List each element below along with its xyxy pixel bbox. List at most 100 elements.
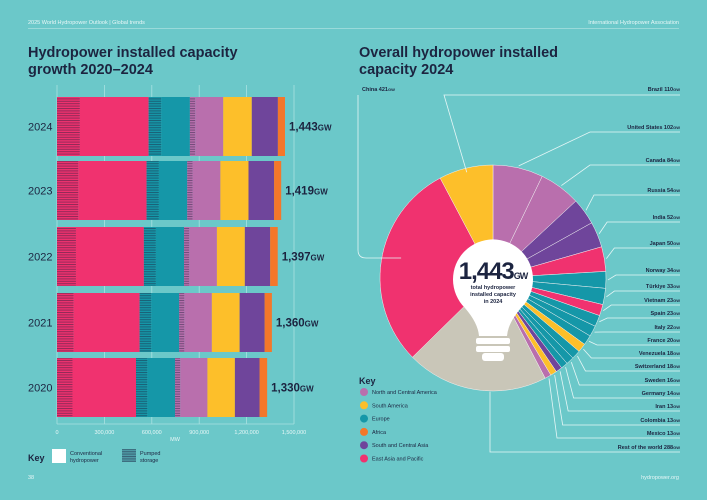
pumped-storage-hatch [57, 227, 76, 286]
bar-total-label: 1,419GW [285, 186, 328, 198]
leader-line [443, 94, 680, 173]
slice-unit: GW [673, 391, 680, 396]
site-url: hydropower.org [641, 475, 679, 481]
slice-unit: GW [673, 404, 680, 409]
key-label-conventional: Conventional [70, 451, 102, 457]
bar-segment-europe-conventional [151, 293, 180, 352]
pumped-storage-hatch [57, 161, 79, 220]
slice-unit: GW [673, 311, 680, 316]
bar-total-label: 1,397GW [282, 252, 325, 264]
slice-unit: GW [673, 268, 680, 273]
key-swatch-pumped-hatch [122, 449, 136, 462]
bar-key-title: Key [28, 453, 45, 463]
bar-total-label: 1,360GW [276, 318, 319, 330]
total-unit: GW [300, 385, 314, 394]
pie-slice-label: Iran 13GW [655, 404, 680, 410]
pie-slice-label: Türkiye 33GW [646, 284, 680, 290]
bar-segment-africa-conventional [277, 97, 285, 156]
leader-line [606, 247, 680, 259]
pie-slice-rest-of-the-world [412, 277, 546, 392]
key-label: South and Central Asia [372, 443, 429, 449]
key-swatch-east_asia_pacific [360, 454, 368, 463]
bar-segment-north_central_america-conventional [180, 358, 208, 417]
bar-segment-south_central_asia-conventional [251, 97, 278, 156]
leader-line [606, 290, 680, 298]
leader-line [554, 375, 680, 426]
pie-slice-label: China 421GW [362, 87, 395, 93]
y-category-label: 2024 [28, 122, 52, 134]
key-label: Africa [372, 430, 387, 436]
x-tick-label: 900,000 [189, 430, 209, 436]
center-unit: GW [514, 271, 529, 281]
key-swatch-conventional [52, 449, 66, 463]
leader-line [561, 164, 680, 186]
bar-segment-south_america-conventional [211, 293, 240, 352]
pie-slice-label: Rest of the world 288GW [618, 445, 680, 451]
pie-center-caption: installed capacity [470, 292, 517, 298]
leader-line [565, 367, 680, 399]
bar-segment-europe-conventional [147, 358, 176, 417]
lightbulb-icon [453, 239, 533, 336]
pie-center-caption: in 2024 [484, 299, 504, 305]
bar-total-label: 1,330GW [271, 383, 314, 395]
slice-unit: GW [673, 215, 680, 220]
bar-segment-east_asia_pacific-conventional [79, 97, 149, 156]
header-divider [28, 28, 679, 29]
bar-segment-east_asia_pacific-conventional [73, 293, 140, 352]
key-label: South America [372, 403, 409, 409]
slice-unit: GW [673, 364, 680, 369]
leader-line [357, 95, 402, 259]
pie-slice-label: Canada 84GW [646, 158, 681, 164]
pie-slice-label: Vietnam 23GW [644, 298, 680, 304]
pumped-storage-hatch [57, 97, 80, 156]
bar-segment-africa-conventional [264, 293, 272, 352]
pie-center-caption: total hydropower [471, 285, 516, 291]
pumped-storage-hatch [189, 97, 196, 156]
bar-segment-africa-conventional [270, 227, 278, 286]
key-label: Europe [372, 417, 390, 423]
header-right: International Hydropower Association [588, 20, 679, 26]
x-tick-label: 1,200,000 [234, 430, 258, 436]
slice-unit: GW [673, 351, 680, 356]
x-tick-label: 600,000 [142, 430, 162, 436]
bar-segment-south_america-conventional [207, 358, 235, 417]
slice-unit: GW [673, 298, 680, 303]
pumped-storage-hatch [146, 161, 159, 220]
slice-unit: GW [673, 431, 680, 436]
pie-slice-label: Sweden 16GW [645, 378, 681, 384]
bar-segment-south_central_asia-conventional [248, 161, 275, 220]
pie-slice-label: India 52GW [653, 215, 681, 221]
pie-chart-title: Overall hydropower installed capacity 20… [359, 45, 559, 78]
leader-line [585, 194, 680, 211]
y-category-label: 2022 [28, 252, 52, 264]
bar-segment-east_asia_pacific-conventional [75, 227, 144, 286]
lightbulb-base [482, 353, 504, 361]
leader-line [607, 274, 680, 281]
slice-unit: GW [673, 325, 680, 330]
pie-slice-label: Japan 50GW [650, 241, 681, 247]
page-number: 38 [28, 475, 35, 481]
bar-segment-north_central_america-conventional [192, 161, 221, 220]
slice-unit: GW [673, 87, 680, 92]
slice-unit: GW [673, 158, 680, 163]
bar-segment-south_central_asia-conventional [239, 293, 265, 352]
leader-line [603, 304, 680, 312]
pie-slice-label: Brazil 110GW [648, 87, 681, 93]
x-tick-label: 1,500,000 [282, 430, 306, 436]
key-label-pumped: Pumped [140, 451, 161, 457]
total-unit: GW [318, 124, 332, 133]
key-swatch-north_central_america [360, 388, 368, 396]
key-label-pumped: storage [140, 458, 158, 464]
y-category-label: 2020 [28, 383, 52, 395]
bar-segment-east_asia_pacific-conventional [78, 161, 147, 220]
bar-segment-south_central_asia-conventional [234, 358, 260, 417]
pumped-storage-hatch [139, 293, 152, 352]
leader-line [588, 340, 680, 346]
pumped-storage-hatch [184, 227, 190, 286]
slice-unit: GW [673, 338, 680, 343]
pumped-storage-hatch [179, 293, 185, 352]
pumped-storage-hatch [175, 358, 181, 417]
x-tick-label: 0 [55, 430, 58, 436]
pie-slice-label: Russia 54GW [647, 188, 680, 194]
